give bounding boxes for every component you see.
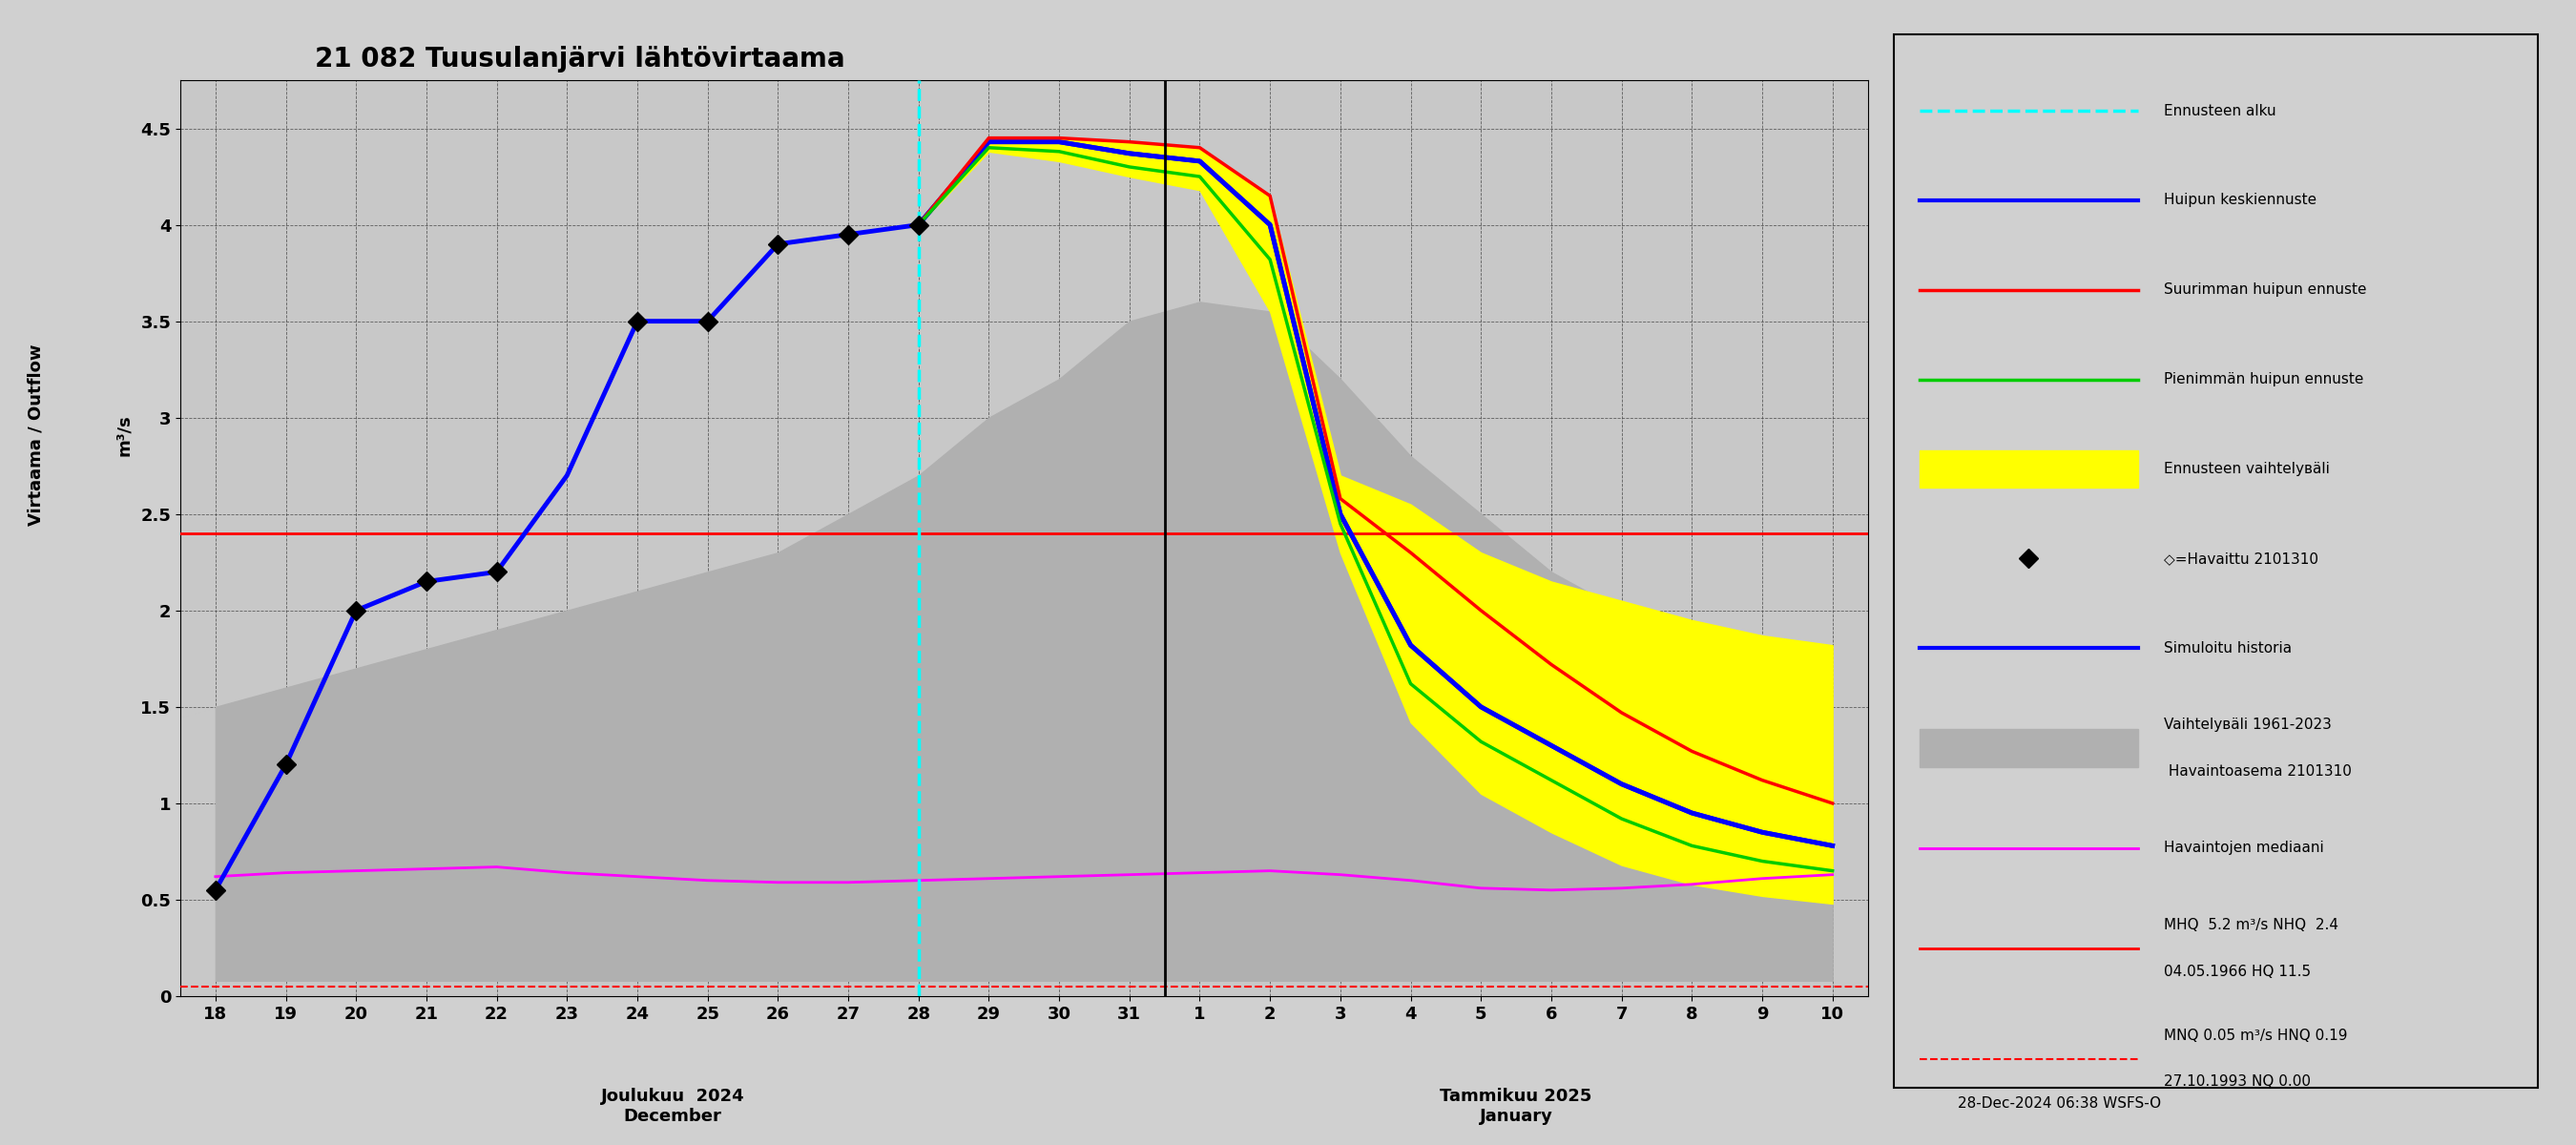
Point <box>2123 372 2154 386</box>
Text: 21 082 Tuusulanjärvi lähtövirtaama: 21 082 Tuusulanjärvi lähtövirtaama <box>314 46 845 72</box>
Text: 04.05.1966 HQ 11.5: 04.05.1966 HQ 11.5 <box>2164 964 2311 979</box>
Text: Pienimmän huipun ennuste: Pienimmän huipun ennuste <box>2164 372 2365 387</box>
Text: Ennusteen alku: Ennusteen alku <box>2164 103 2277 118</box>
Text: Havaintojen mediaani: Havaintojen mediaani <box>2164 840 2324 855</box>
Point <box>2123 1052 2154 1066</box>
Text: Havaintoasema 2101310: Havaintoasema 2101310 <box>2164 764 2352 779</box>
Point <box>1904 194 1935 207</box>
Text: 27.10.1993 NQ 0.00: 27.10.1993 NQ 0.00 <box>2164 1075 2311 1089</box>
Text: MHQ  5.2 m³/s NHQ  2.4: MHQ 5.2 m³/s NHQ 2.4 <box>2164 918 2339 932</box>
Point <box>2123 194 2154 207</box>
Text: Vaihtelувäli 1961-2023: Vaihtelувäli 1961-2023 <box>2164 718 2331 732</box>
Text: Suurimman huipun ennuste: Suurimman huipun ennuste <box>2164 283 2367 297</box>
Point <box>1904 283 1935 297</box>
Point <box>1904 372 1935 386</box>
Text: Huipun keskiennuste: Huipun keskiennuste <box>2164 194 2316 207</box>
Bar <box>1919 450 2138 488</box>
Text: m³/s: m³/s <box>116 414 131 456</box>
Point <box>1904 941 1935 955</box>
Text: Simuloitu historia: Simuloitu historia <box>2164 641 2293 655</box>
Point <box>2123 104 2154 118</box>
Point <box>1904 1052 1935 1066</box>
Text: ◇=Havaittu 2101310: ◇=Havaittu 2101310 <box>2164 551 2318 566</box>
Point <box>2123 552 2154 566</box>
Point <box>2123 283 2154 297</box>
Text: Joulukuu  2024
December: Joulukuu 2024 December <box>600 1088 744 1124</box>
Text: Ennusteen vaihtelувäli: Ennusteen vaihtelувäli <box>2164 461 2329 476</box>
Text: Virtaama / Outflow: Virtaama / Outflow <box>28 345 44 526</box>
Point <box>1904 104 1935 118</box>
Text: MNQ 0.05 m³/s HNQ 0.19: MNQ 0.05 m³/s HNQ 0.19 <box>2164 1028 2347 1043</box>
Text: Tammikuu 2025
January: Tammikuu 2025 January <box>1440 1088 1592 1124</box>
Point <box>1904 641 1935 655</box>
Point <box>2123 842 2154 855</box>
Point <box>1904 842 1935 855</box>
Point <box>1904 552 1935 566</box>
Point <box>2123 641 2154 655</box>
Text: 28-Dec-2024 06:38 WSFS-O: 28-Dec-2024 06:38 WSFS-O <box>1958 1097 2161 1111</box>
Point <box>2123 941 2154 955</box>
Bar <box>1919 729 2138 767</box>
